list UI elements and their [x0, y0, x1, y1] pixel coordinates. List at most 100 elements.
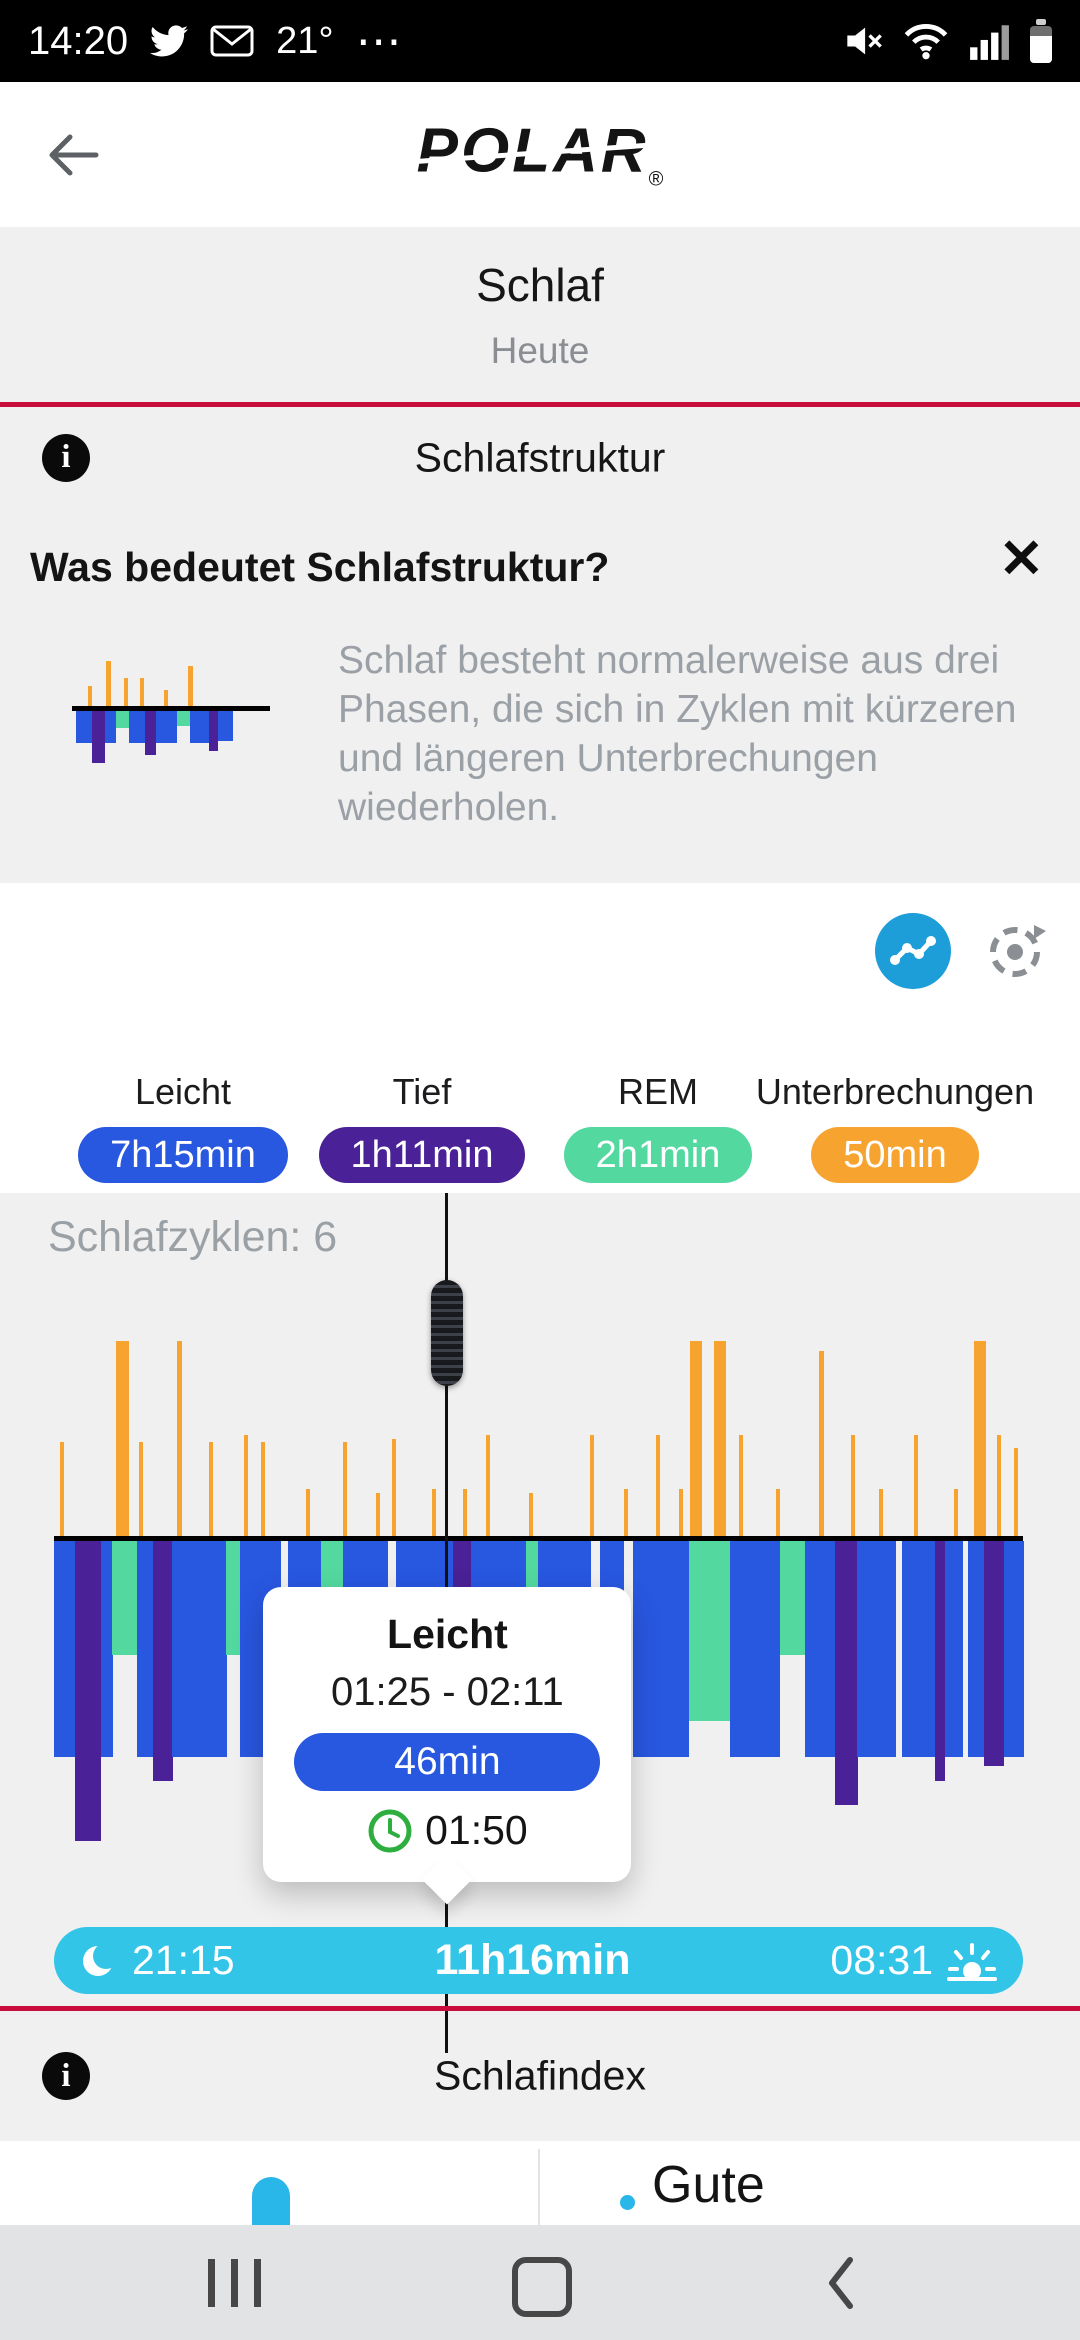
interruption-bar [305, 1489, 310, 1536]
phase-bar-rem [688, 1541, 731, 1721]
index-title-row: i Schlafindex [0, 2011, 1080, 2141]
interruption-bar [1014, 1448, 1019, 1536]
interruption-bar [996, 1434, 1001, 1536]
phase-bar-light [100, 1541, 113, 1757]
info-question: Was bedeutet Schlafstruktur? [30, 544, 610, 590]
divider-red-top [0, 402, 1080, 407]
legend-label: Unterbrechungen [755, 1070, 1035, 1112]
sleep-end-time: 08:31 [830, 1937, 933, 1983]
back-button[interactable] [40, 122, 106, 188]
signal-icon [968, 21, 1010, 61]
interruption-spikes [54, 1341, 1023, 1536]
status-time: 14:20 [28, 18, 129, 63]
battery-icon [1030, 19, 1052, 63]
date-label[interactable]: Heute [490, 329, 590, 371]
android-nav-bar [0, 2225, 1080, 2340]
phase-bar-light [172, 1541, 228, 1757]
polar-logo: POLAR® [406, 115, 669, 191]
interruption-bar [973, 1341, 986, 1536]
sleep-timeline-bar: 21:15 11h16min 08:31 [54, 1927, 1023, 1994]
interruption-bar [713, 1341, 726, 1536]
index-section-title: Schlafindex [434, 2052, 646, 2099]
structure-section-title: Schlafstruktur [414, 434, 666, 480]
phase-bar-deep [75, 1541, 102, 1841]
chart-cursor-handle[interactable] [431, 1280, 464, 1386]
tooltip-time-range: 01:25 - 02:11 [331, 1670, 564, 1714]
nav-back-icon[interactable] [826, 2255, 856, 2316]
chart-tools-section: Leicht 7h15min Tief 1h11min REM 2h1min Unterbr… [0, 883, 1080, 1193]
interruption-bar [954, 1489, 959, 1536]
info-body-text: Schlaf besteht normalerweise aus drei Ph… [338, 639, 1017, 829]
phase-bar-light [730, 1541, 781, 1757]
phase-bar-deep [934, 1541, 946, 1781]
sleep-cycles-label: Schlafzyklen: 6 [48, 1213, 338, 1261]
recents-icon[interactable] [208, 2259, 261, 2307]
interruption-bar [528, 1493, 533, 1536]
interruption-bar [177, 1341, 183, 1536]
page-title: Schlaf [476, 258, 604, 311]
phase-bar-rem [226, 1541, 241, 1655]
legend-item: REM 2h1min [538, 1021, 778, 1183]
interruption-bar [623, 1489, 628, 1536]
status-temperature: 21° [276, 19, 334, 62]
interruption-bar [486, 1434, 491, 1536]
sleep-start-time: 21:15 [132, 1937, 235, 1983]
phase-tooltip: Leicht 01:25 - 02:11 46min 01:50 [263, 1587, 632, 1905]
interruption-bar [139, 1442, 144, 1536]
sleep-index-preview: Gute [0, 2141, 1080, 2239]
wifi-icon [904, 22, 948, 60]
mail-notification-icon [210, 24, 254, 58]
interruption-bar [689, 1341, 702, 1536]
interruption-bar [59, 1442, 64, 1536]
home-icon[interactable] [512, 2257, 572, 2317]
interruption-bar [431, 1489, 436, 1536]
recurring-view-icon[interactable] [982, 919, 1048, 985]
info-icon[interactable]: i [42, 433, 90, 482]
sleep-structure-chart-section: Schlafzyklen: 6 Leicht 01:25 - 02:11 46m… [0, 1193, 1080, 2006]
interruption-bar [739, 1434, 744, 1536]
phase-bars [54, 1541, 1024, 1841]
legend-label: Leicht [134, 1070, 232, 1112]
structure-info-panel: Was bedeutet Schlafstruktur? ✕ Schlaf be… [0, 508, 1080, 883]
hypnogram-chart[interactable] [54, 1193, 1024, 1853]
moon-icon [83, 1942, 118, 1976]
legend-value-pill: 1h11min [318, 1127, 526, 1183]
trend-view-button[interactable] [875, 913, 951, 989]
tooltip-phase: Leicht [387, 1611, 508, 1657]
interruption-bar [589, 1434, 594, 1536]
interruption-bar [878, 1489, 883, 1536]
card-divider [538, 2149, 540, 2239]
close-icon[interactable]: ✕ [998, 529, 1044, 589]
phase-bar-light [54, 1541, 76, 1757]
interruption-bar [851, 1434, 856, 1536]
tooltip-arrow [421, 1853, 473, 1905]
legend-value-pill: 50min [811, 1127, 979, 1183]
sunrise-icon [947, 1942, 997, 1981]
divider-red-bottom [0, 2006, 1080, 2011]
phase-bar-light [633, 1541, 690, 1757]
interruption-bar [261, 1442, 266, 1536]
interruption-bar [392, 1438, 397, 1536]
structure-title-row: i Schlafstruktur [0, 407, 1080, 508]
rating-bullet [620, 2195, 635, 2210]
interruption-bar [462, 1489, 467, 1536]
interruption-bar [375, 1493, 380, 1536]
twitter-notification-icon [150, 22, 189, 60]
legend-label: REM [618, 1070, 698, 1112]
phase-bar-light [804, 1541, 836, 1757]
phase-bar-light [944, 1541, 963, 1757]
phase-bar-light [137, 1541, 154, 1757]
interruption-bar [775, 1489, 780, 1536]
phase-bar-rem [112, 1541, 138, 1655]
tooltip-duration-pill: 46min [294, 1733, 601, 1791]
phase-bar-light [1003, 1541, 1024, 1757]
interruption-bar [818, 1350, 824, 1536]
sleep-structure-illustration [66, 648, 276, 813]
phase-bar-light [967, 1541, 985, 1757]
tooltip-cursor-time: 01:50 [263, 1807, 631, 1854]
hypnogram-axis [54, 1536, 1023, 1541]
app-bar: POLAR® [0, 82, 1080, 228]
phase-bar-light [857, 1541, 896, 1757]
info-icon-index[interactable]: i [42, 2052, 90, 2100]
